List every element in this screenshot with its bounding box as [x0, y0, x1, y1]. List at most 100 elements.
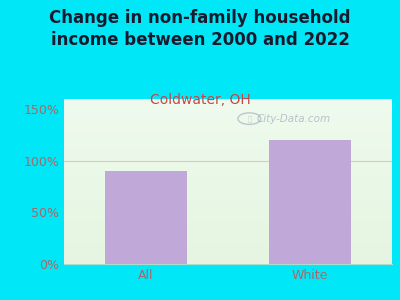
Bar: [64, 155, 392, 156]
Bar: [64, 224, 392, 225]
Bar: [64, 104, 392, 105]
Bar: [64, 164, 392, 165]
Bar: [64, 214, 392, 215]
Bar: [64, 195, 392, 196]
Bar: [64, 108, 392, 109]
Bar: [64, 173, 392, 174]
Bar: [64, 186, 392, 187]
Bar: [64, 115, 392, 116]
Bar: [64, 172, 392, 173]
Bar: [64, 162, 392, 163]
Bar: [64, 229, 392, 230]
Bar: [64, 134, 392, 135]
Bar: [64, 125, 392, 126]
Bar: [64, 211, 392, 212]
Bar: [64, 146, 392, 147]
Bar: [64, 136, 392, 137]
Bar: [64, 212, 392, 213]
Bar: [64, 252, 392, 253]
Bar: [64, 189, 392, 190]
Bar: [64, 114, 392, 115]
Bar: [64, 213, 392, 214]
Bar: [64, 208, 392, 209]
Bar: [64, 167, 392, 168]
Bar: [64, 233, 392, 234]
Bar: [64, 261, 392, 262]
Bar: [64, 227, 392, 228]
Bar: [64, 238, 392, 239]
Bar: [64, 107, 392, 108]
Bar: [64, 132, 392, 133]
Bar: [64, 116, 392, 117]
Bar: [64, 247, 392, 248]
Bar: [64, 238, 392, 239]
Bar: [64, 231, 392, 232]
Bar: [64, 171, 392, 172]
Bar: [64, 159, 392, 160]
Bar: [64, 221, 392, 222]
Bar: [64, 218, 392, 219]
Bar: [64, 119, 392, 120]
Bar: [64, 232, 392, 233]
Bar: [64, 200, 392, 201]
Bar: [64, 101, 392, 102]
Bar: [64, 203, 392, 204]
Bar: [64, 244, 392, 245]
Bar: [64, 143, 392, 144]
Bar: [64, 184, 392, 185]
Bar: [64, 191, 392, 192]
Bar: [64, 174, 392, 175]
Bar: [64, 182, 392, 183]
Text: City-Data.com: City-Data.com: [256, 114, 331, 124]
Bar: [64, 154, 392, 155]
Bar: [64, 248, 392, 249]
Bar: [64, 210, 392, 211]
Bar: [64, 123, 392, 124]
Bar: [64, 249, 392, 250]
Bar: [64, 170, 392, 171]
Bar: [64, 140, 392, 141]
Bar: [64, 109, 392, 110]
Bar: [64, 163, 392, 164]
Bar: [64, 205, 392, 206]
Bar: [64, 250, 392, 251]
Bar: [64, 160, 392, 161]
Text: 📊: 📊: [247, 115, 252, 122]
Bar: [64, 165, 392, 166]
Bar: [64, 207, 392, 208]
Bar: [64, 246, 392, 247]
Bar: [64, 161, 392, 162]
Bar: [64, 230, 392, 231]
Bar: [64, 190, 392, 191]
Bar: [64, 122, 392, 123]
Bar: [64, 197, 392, 198]
Bar: [64, 194, 392, 195]
Bar: [64, 242, 392, 243]
Bar: [64, 118, 392, 119]
Bar: [64, 192, 392, 193]
Bar: [64, 204, 392, 205]
Bar: [64, 225, 392, 226]
Bar: [64, 259, 392, 260]
Bar: [64, 202, 392, 203]
Bar: [64, 131, 392, 132]
Bar: [64, 193, 392, 194]
Bar: [64, 251, 392, 252]
Text: Coldwater, OH: Coldwater, OH: [150, 93, 250, 107]
Bar: [64, 236, 392, 237]
Bar: [64, 243, 392, 244]
Bar: [105, 171, 187, 264]
Bar: [64, 216, 392, 217]
Bar: [64, 186, 392, 187]
Bar: [64, 145, 392, 146]
Bar: [64, 106, 392, 107]
Bar: [64, 121, 392, 122]
Bar: [64, 179, 392, 180]
Bar: [64, 138, 392, 139]
Bar: [64, 196, 392, 197]
Bar: [64, 223, 392, 224]
Bar: [64, 158, 392, 159]
Bar: [64, 240, 392, 241]
Bar: [64, 220, 392, 221]
Bar: [64, 176, 392, 177]
